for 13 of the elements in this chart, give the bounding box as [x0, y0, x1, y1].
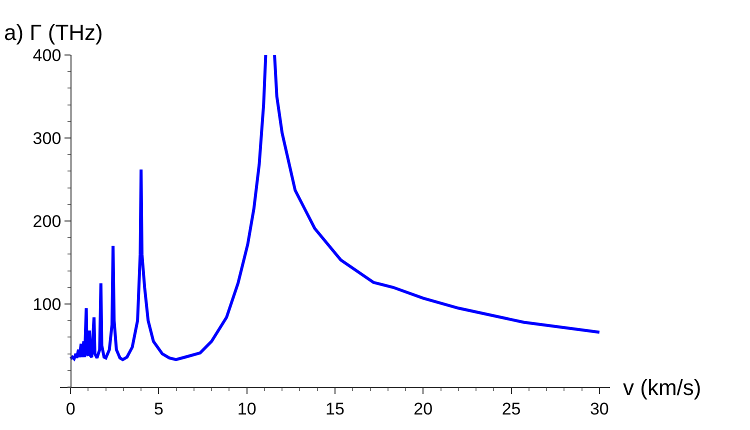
x-tick-label: 30 [590, 399, 609, 418]
y-tick-label: 300 [32, 128, 62, 148]
x-tick-label: 10 [237, 399, 256, 418]
x-axis-title: v (km/s) [623, 375, 702, 400]
y-tick-label: 200 [32, 212, 62, 231]
x-tick-label: 20 [414, 399, 433, 418]
y-tick-label: 400 [32, 46, 62, 65]
y-tick-label: 100 [32, 294, 62, 314]
x-tick-label: 15 [326, 399, 344, 418]
x-tick-label: 5 [154, 399, 164, 418]
y-axis-title: a) Γ (THz) [4, 20, 103, 45]
x-tick-label: 0 [66, 399, 76, 418]
x-tick-label: 25 [502, 399, 521, 418]
